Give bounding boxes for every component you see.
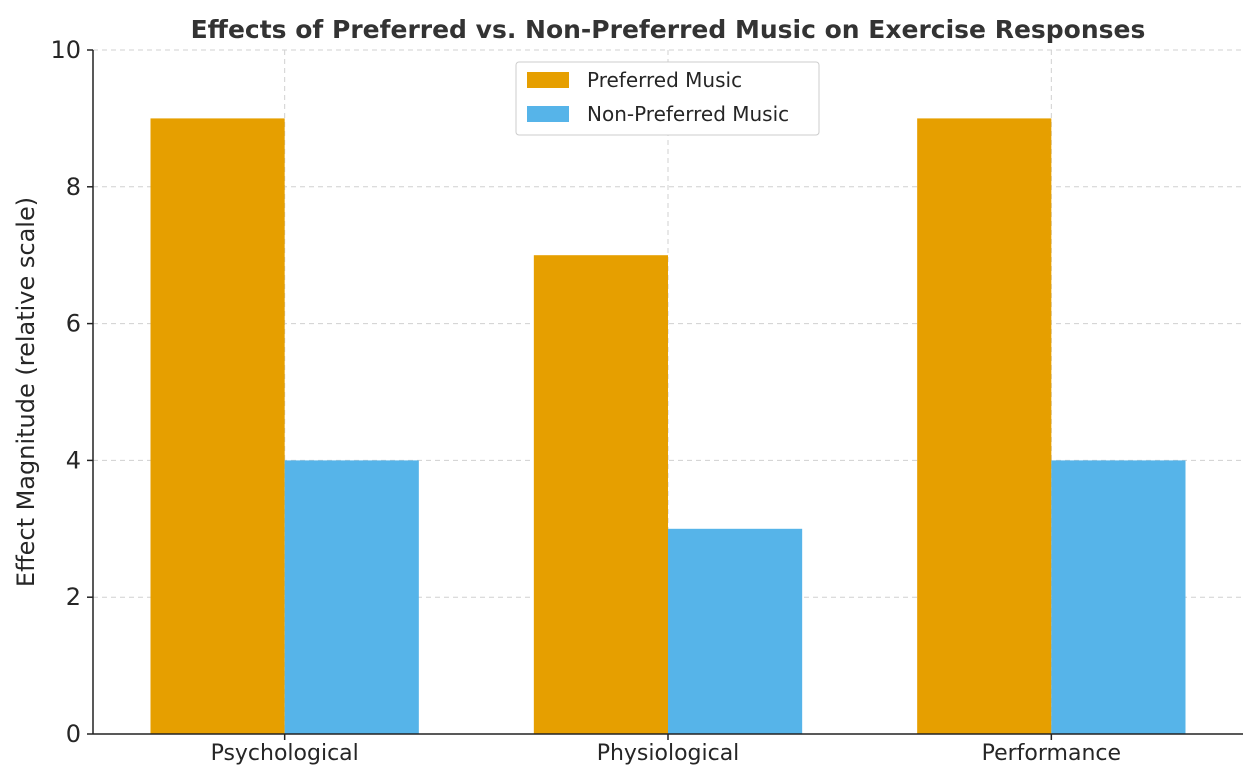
y-axis-label: Effect Magnitude (relative scale): [12, 197, 40, 587]
bar-non-preferred-physiological: [668, 528, 803, 734]
legend-swatch-preferred: [527, 72, 569, 88]
x-tick-label: Physiological: [597, 741, 740, 766]
legend-swatch-non-preferred: [527, 106, 569, 122]
bar-preferred-psychological: [150, 118, 285, 734]
y-axis-ticks: 0 2 4 6 8 10: [50, 36, 93, 748]
chart-title: Effects of Preferred vs. Non-Preferred M…: [191, 15, 1146, 44]
legend: Preferred Music Non-Preferred Music: [515, 61, 820, 136]
y-tick-label: 0: [66, 720, 81, 748]
x-tick-label: Psychological: [211, 741, 359, 766]
bar-non-preferred-performance: [1051, 460, 1186, 734]
bar-preferred-performance: [917, 118, 1052, 734]
y-tick-label: 6: [66, 310, 81, 338]
y-tick-label: 8: [66, 173, 81, 201]
bars: [150, 118, 1186, 734]
y-tick-label: 10: [50, 36, 81, 64]
legend-frame: [515, 61, 820, 136]
y-tick-label: 4: [66, 446, 81, 474]
y-tick-label: 2: [66, 583, 81, 611]
legend-label-non-preferred: Non-Preferred Music: [587, 102, 789, 126]
x-tick-label: Performance: [982, 741, 1121, 766]
bar-preferred-physiological: [533, 255, 668, 734]
bar-non-preferred-psychological: [284, 460, 419, 734]
x-axis-ticks: Psychological Physiological Performance: [211, 734, 1121, 766]
legend-label-preferred: Preferred Music: [587, 68, 742, 92]
